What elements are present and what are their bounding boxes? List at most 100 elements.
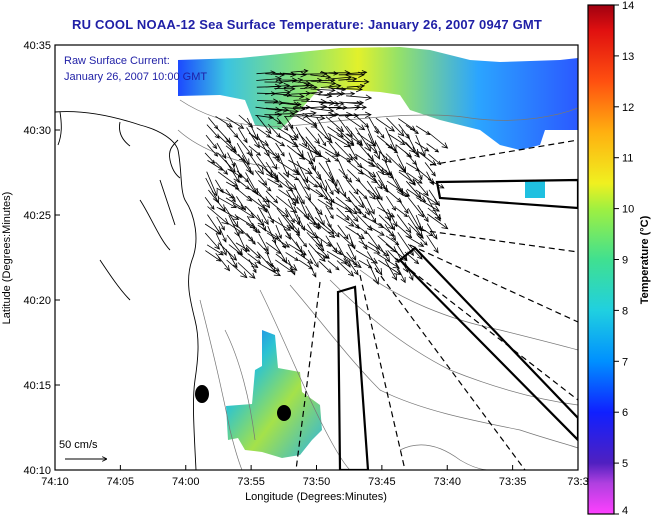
current-vector bbox=[282, 107, 306, 110]
current-vector-head bbox=[260, 204, 267, 211]
current-vector-head bbox=[255, 253, 261, 259]
current-vector-head bbox=[370, 209, 375, 215]
current-vector bbox=[288, 123, 299, 139]
current-vector-head bbox=[230, 203, 237, 209]
current-vector-head bbox=[232, 214, 240, 220]
y-tick-label: 40:20 bbox=[23, 295, 51, 307]
current-vector-head bbox=[351, 255, 357, 261]
current-vector bbox=[265, 242, 282, 254]
current-vector bbox=[345, 226, 365, 240]
current-vector bbox=[405, 124, 419, 134]
current-vector bbox=[426, 171, 434, 185]
current-vector bbox=[295, 188, 305, 205]
current-vector-head bbox=[291, 201, 297, 207]
current-vector-head bbox=[229, 165, 236, 173]
current-vector-head bbox=[290, 218, 295, 224]
current-vector bbox=[286, 190, 296, 206]
radar-boxes bbox=[336, 178, 578, 470]
current-vector-head bbox=[266, 186, 272, 192]
current-vector bbox=[292, 85, 314, 87]
current-vector bbox=[327, 260, 340, 271]
current-vector bbox=[287, 198, 300, 225]
current-vector-head bbox=[294, 227, 301, 234]
current-vector-head bbox=[313, 183, 318, 188]
current-vector bbox=[427, 213, 448, 230]
current-vector bbox=[298, 153, 314, 165]
current-vector-head bbox=[364, 111, 372, 118]
current-vector bbox=[245, 160, 254, 175]
current-vector-head bbox=[279, 141, 286, 147]
current-vector bbox=[377, 206, 395, 218]
current-vector bbox=[235, 187, 252, 202]
current-vector bbox=[406, 188, 426, 202]
current-vector bbox=[386, 180, 410, 197]
current-vector-head bbox=[294, 133, 299, 139]
current-vector bbox=[285, 216, 300, 234]
current-vector bbox=[346, 125, 363, 146]
current-vector-head bbox=[404, 193, 409, 198]
current-vector bbox=[357, 214, 373, 231]
current-vector bbox=[336, 127, 354, 145]
current-vector bbox=[346, 95, 372, 99]
current-vector bbox=[215, 233, 227, 256]
current-vector-head bbox=[325, 74, 332, 80]
current-vector bbox=[387, 133, 405, 145]
current-vector-head bbox=[353, 269, 359, 276]
current-vector-head bbox=[423, 190, 429, 197]
current-vector-head bbox=[221, 249, 227, 256]
current-vector-head bbox=[230, 254, 238, 261]
colorbar-tick-label: 5 bbox=[622, 458, 628, 470]
current-vector-head bbox=[353, 216, 359, 223]
current-vector bbox=[346, 71, 367, 75]
current-vector-head bbox=[313, 121, 318, 127]
y-tick-label: 40:35 bbox=[23, 40, 51, 52]
current-vector bbox=[355, 205, 367, 219]
current-vector bbox=[407, 222, 424, 239]
current-vector-head bbox=[224, 265, 231, 272]
bathymetry-contours bbox=[177, 99, 578, 470]
current-vector bbox=[416, 197, 440, 212]
sst-north-patch bbox=[178, 47, 578, 198]
current-vector bbox=[227, 222, 244, 234]
current-vector bbox=[298, 133, 317, 154]
current-vector-head bbox=[344, 206, 353, 213]
current-vector-head bbox=[214, 133, 220, 139]
current-vector bbox=[378, 150, 392, 163]
current-vector-head bbox=[242, 246, 247, 253]
y-tick-label: 40:10 bbox=[23, 465, 51, 477]
current-vector-head bbox=[281, 210, 289, 218]
current-vector-head bbox=[262, 180, 268, 186]
current-vector-head bbox=[351, 244, 356, 250]
current-vector bbox=[278, 217, 291, 240]
current-vector-head bbox=[344, 70, 351, 76]
current-vector bbox=[426, 197, 441, 221]
x-tick-label: 73:45 bbox=[368, 476, 396, 488]
current-vector bbox=[266, 260, 280, 272]
current-vector bbox=[215, 115, 233, 128]
current-vector bbox=[236, 215, 256, 229]
current-vector bbox=[305, 136, 322, 157]
current-vector bbox=[307, 145, 315, 162]
current-vector-head bbox=[420, 150, 426, 157]
current-vector-head bbox=[380, 134, 385, 139]
current-vector-head bbox=[248, 122, 254, 128]
current-vector-head bbox=[315, 150, 322, 158]
current-vector bbox=[335, 196, 358, 215]
current-vector-head bbox=[428, 231, 434, 237]
current-vector bbox=[266, 232, 290, 248]
current-vector-head bbox=[293, 167, 299, 174]
current-vector bbox=[356, 141, 375, 162]
current-vector bbox=[287, 259, 296, 275]
current-vector bbox=[275, 224, 282, 239]
current-vector-head bbox=[329, 190, 334, 196]
current-vector bbox=[265, 73, 285, 76]
current-vector bbox=[367, 153, 384, 175]
current-vector-head bbox=[363, 79, 370, 85]
current-vector-head bbox=[384, 213, 392, 221]
current-vector bbox=[358, 259, 372, 269]
current-vector bbox=[305, 205, 320, 230]
current-vector bbox=[296, 206, 316, 225]
current-vector bbox=[368, 116, 379, 134]
current-vector-head bbox=[394, 241, 400, 246]
current-vector bbox=[397, 232, 414, 256]
